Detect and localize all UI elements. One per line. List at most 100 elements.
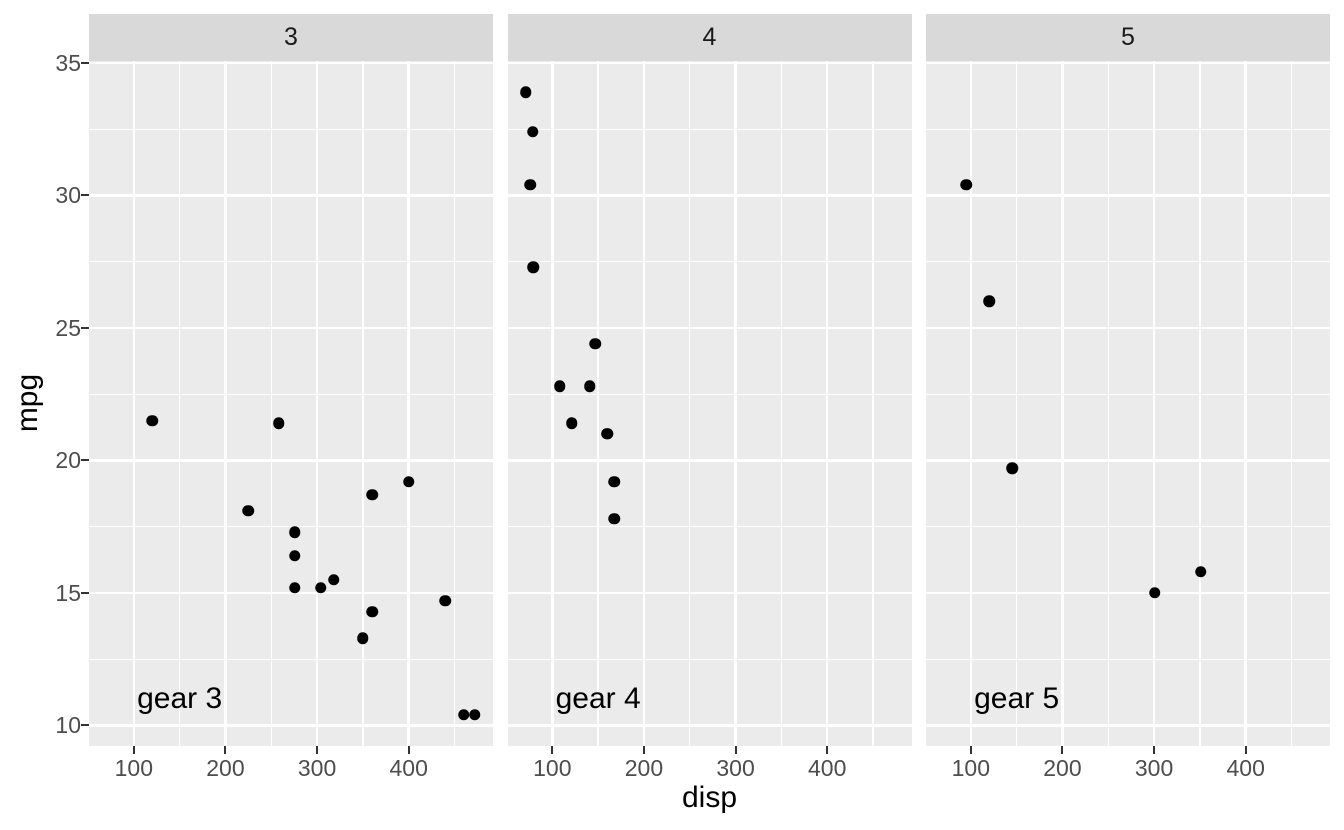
gridline-minor-vertical (780, 61, 782, 746)
data-point (439, 595, 452, 607)
gridline-major-vertical (734, 61, 737, 746)
gridline-minor-horizontal (507, 128, 912, 130)
facet-strip-label: 3 (284, 23, 298, 51)
gridline-major-horizontal (89, 326, 493, 330)
gridline-minor-horizontal (89, 261, 493, 263)
gridline-minor-horizontal (89, 658, 493, 660)
gridline-major-horizontal (926, 194, 1330, 197)
facet-annotation: gear 3 (137, 681, 223, 715)
facet-strip-label: 5 (1121, 23, 1135, 51)
gridline-major-horizontal (507, 459, 912, 462)
facet-panel: gear 5 (926, 61, 1330, 746)
gridline-minor-vertical (362, 61, 364, 746)
y-tick-label: 20 (55, 447, 81, 474)
gridline-major-horizontal (89, 724, 493, 727)
gridline-minor-horizontal (507, 526, 912, 528)
gridline-major-vertical (1061, 61, 1064, 746)
gridline-major-horizontal (507, 326, 912, 330)
gridline-major-vertical (315, 61, 319, 746)
gridline-major-horizontal (89, 459, 493, 462)
data-point (983, 295, 996, 308)
y-tick-label: 30 (55, 182, 81, 209)
gridline-major-horizontal (89, 194, 493, 197)
data-point (146, 414, 158, 427)
x-tick-mark (1244, 746, 1247, 754)
gridline-minor-horizontal (926, 128, 1330, 130)
data-point (527, 261, 539, 273)
gridline-major-horizontal (507, 194, 912, 197)
data-point (457, 709, 470, 721)
gridline-major-horizontal (926, 61, 1330, 65)
y-tick-mark (81, 591, 89, 594)
data-point (608, 475, 621, 488)
gridline-minor-vertical (270, 61, 272, 746)
gridline-major-horizontal (926, 459, 1330, 462)
gridline-minor-horizontal (89, 128, 493, 130)
gridline-major-vertical (825, 61, 829, 746)
gridline-major-vertical (1152, 61, 1156, 746)
data-point (1195, 566, 1207, 578)
facet-annotation: gear 4 (555, 681, 641, 715)
y-tick-mark (81, 194, 89, 197)
gridline-minor-horizontal (926, 658, 1330, 660)
gridline-minor-vertical (1015, 61, 1018, 746)
y-tick-mark (81, 61, 89, 64)
x-tick-label: 400 (807, 755, 847, 781)
y-axis-title: mpg (11, 373, 44, 433)
y-tick-mark (81, 459, 89, 462)
x-tick-label: 400 (389, 755, 428, 781)
gridline-major-horizontal (507, 724, 912, 727)
facet-strip-label: 4 (702, 23, 717, 51)
data-point (583, 380, 596, 393)
gridline-minor-horizontal (507, 658, 912, 660)
gridline-major-horizontal (89, 61, 493, 65)
gridline-minor-vertical (689, 61, 691, 746)
data-point (289, 550, 301, 562)
x-tick-mark (224, 746, 227, 754)
gridline-minor-horizontal (926, 261, 1330, 263)
gridline-minor-vertical (872, 61, 874, 746)
gridline-major-vertical (224, 61, 227, 746)
gridline-minor-vertical (178, 61, 181, 746)
gridline-major-horizontal (926, 591, 1330, 595)
gridline-minor-horizontal (926, 393, 1330, 395)
x-axis-title: disp (681, 781, 738, 814)
facet-strip: 5 (926, 14, 1330, 61)
data-point (289, 581, 301, 594)
x-tick-mark (826, 746, 829, 754)
gridline-major-horizontal (507, 61, 912, 65)
facet-panel: gear 3 (89, 61, 493, 746)
facet-strip: 3 (89, 14, 493, 61)
gridline-minor-vertical (1107, 61, 1109, 746)
y-tick-label: 35 (55, 49, 81, 76)
x-tick-label: 200 (624, 755, 664, 781)
data-point (366, 605, 378, 618)
facet-annotation: gear 5 (974, 681, 1060, 715)
gridline-major-vertical (969, 61, 973, 746)
x-tick-mark (642, 746, 645, 754)
gridline-minor-horizontal (89, 393, 493, 395)
x-tick-label: 300 (297, 755, 337, 781)
x-tick-mark (1061, 746, 1064, 754)
data-point (524, 179, 536, 191)
data-point (402, 475, 415, 488)
facet-strip: 4 (507, 14, 912, 61)
data-point (589, 338, 601, 350)
x-tick-mark (407, 746, 410, 754)
gridline-major-horizontal (926, 724, 1330, 727)
gridline-major-vertical (407, 61, 410, 746)
data-point (565, 417, 578, 430)
y-tick-label: 10 (55, 712, 81, 739)
gridline-major-vertical (1244, 61, 1247, 746)
data-point (468, 709, 481, 721)
gridline-minor-horizontal (507, 261, 912, 263)
x-tick-mark (969, 746, 972, 754)
gridline-minor-vertical (1290, 61, 1293, 746)
gridline-major-horizontal (926, 326, 1330, 330)
gridline-major-vertical (551, 61, 554, 746)
data-point (327, 573, 340, 586)
data-point (1149, 587, 1161, 599)
gridline-major-vertical (132, 61, 136, 746)
data-point (553, 380, 566, 393)
